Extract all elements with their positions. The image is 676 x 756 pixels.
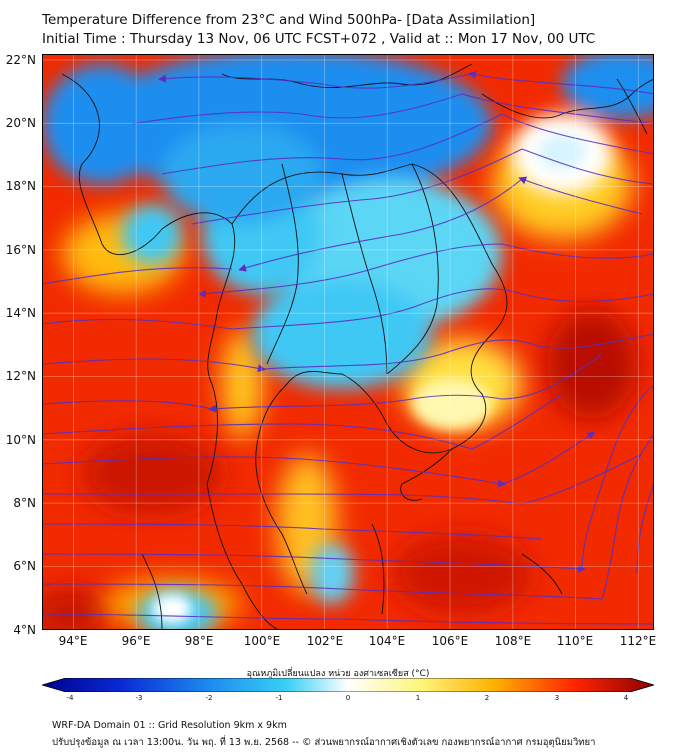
lat-label-12n: 12°N <box>5 369 36 383</box>
map-title: Temperature Difference from 23°C and Win… <box>42 12 536 28</box>
lon-label-94e: 94°E <box>58 634 88 648</box>
graticule <box>42 54 654 630</box>
lon-label-100e: 100°E <box>243 634 281 648</box>
footer-credit: ปรับปรุงข้อมูล ณ เวลา 13:00น. วัน พฤ. ที… <box>52 737 596 748</box>
lat-label-14n: 14°N <box>5 306 36 320</box>
lat-label-16n: 16°N <box>5 243 36 257</box>
colorbar-tick-neg3: -3 <box>135 694 143 702</box>
map-frame <box>42 54 654 630</box>
colorbar-tick-3: 3 <box>554 694 560 702</box>
colorbar-tick-neg1: -1 <box>275 694 283 702</box>
lat-label-4n: 4°N <box>13 623 36 637</box>
lon-label-110e: 110°E <box>556 634 594 648</box>
colorbar-title: อุณหภูมิเปลี่ยนแปลง หน่วย องศาเซลเซียส (… <box>246 669 430 679</box>
lon-label-96e: 96°E <box>121 634 151 648</box>
colorbar-tick-2: 2 <box>484 694 490 702</box>
colorbar-tick-0: 0 <box>345 694 351 702</box>
lon-label-108e: 108°E <box>494 634 532 648</box>
map-subtitle: Initial Time : Thursday 13 Nov, 06 UTC F… <box>42 31 596 47</box>
lat-label-22n: 22°N <box>5 53 36 67</box>
wind-streamlines <box>42 70 654 625</box>
lon-label-106e: 106°E <box>431 634 469 648</box>
colorbar-tick-4: 4 <box>623 694 629 702</box>
colorbar <box>42 678 654 692</box>
lat-label-10n: 10°N <box>5 433 36 447</box>
temperature-map <box>42 54 654 630</box>
lat-label-18n: 18°N <box>5 179 36 193</box>
lat-label-6n: 6°N <box>13 559 36 573</box>
cool-zones <box>42 54 654 630</box>
lat-label-8n: 8°N <box>13 496 36 510</box>
lon-label-98e: 98°E <box>184 634 214 648</box>
lon-label-104e: 104°E <box>368 634 406 648</box>
core-zones <box>152 134 586 624</box>
colorbar-tick-neg2: -2 <box>205 694 213 702</box>
lon-label-112e: 112°E <box>619 634 657 648</box>
lon-label-102e: 102°E <box>306 634 344 648</box>
colorbar-tick-neg4: -4 <box>66 694 74 702</box>
lat-label-20n: 20°N <box>5 116 36 130</box>
colorbar-tick-1: 1 <box>415 694 421 702</box>
footer-model-info: WRF-DA Domain 01 :: Grid Resolution 9km … <box>52 720 287 731</box>
